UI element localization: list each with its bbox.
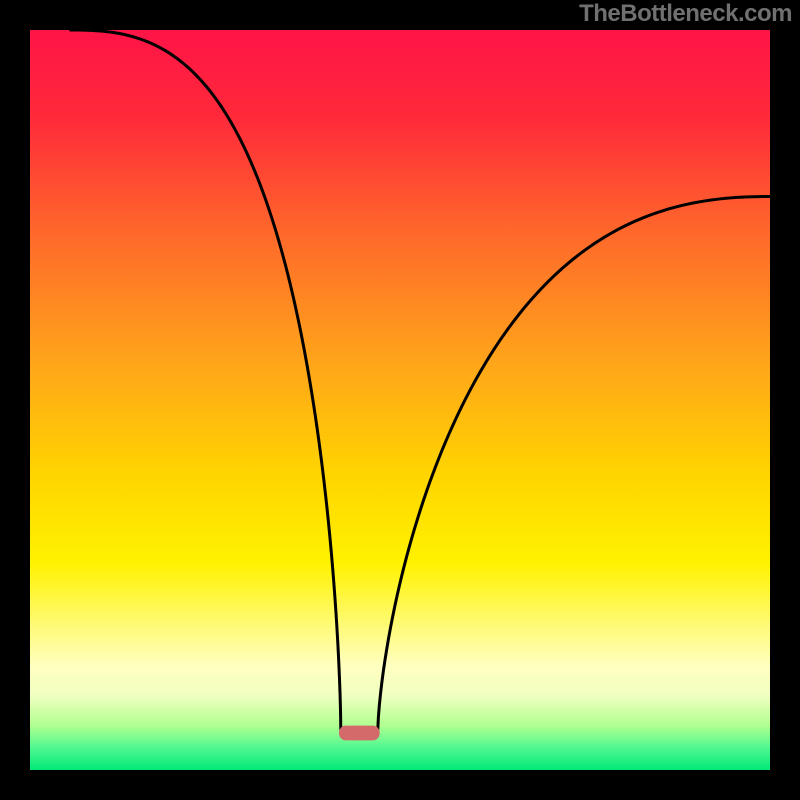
- plot-background: [30, 30, 770, 770]
- bottleneck-chart: [0, 0, 800, 800]
- watermark-text: TheBottleneck.com: [579, 0, 792, 28]
- minimum-marker: [339, 726, 380, 741]
